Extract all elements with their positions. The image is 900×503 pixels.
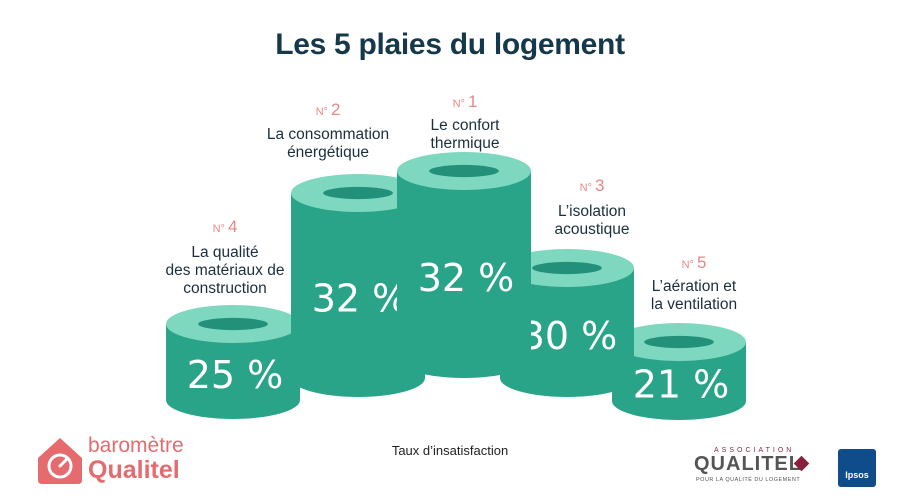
rank-label: N° 5 [682,253,707,272]
ipsos-label: Ipsos [845,470,869,480]
bar [612,342,746,420]
bar-hole [644,335,714,349]
rank-label: N° 4 [213,217,238,236]
rank-label: N° 3 [580,176,605,195]
bar-hole [323,186,393,200]
category-label: énergétique [287,144,369,161]
bar [397,171,531,378]
value-label: 21 % [633,363,730,407]
bar [166,324,300,419]
brand-line2: Qualitel [88,456,180,484]
association-main-text: QUALITEL [694,453,802,475]
category-label: thermique [431,135,500,152]
bar-group: 30 % [500,249,634,397]
rank-label: N° 2 [316,100,341,119]
value-label: 30 % [521,314,618,358]
bar [500,268,634,397]
bar-group: 32 % [291,174,425,397]
value-label: 32 % [312,277,409,321]
category-label: La qualité [191,244,258,261]
house-gauge-icon [38,438,82,484]
bar-group: 25 % [166,305,300,419]
bar-hole [198,317,268,331]
category-label: acoustique [555,221,630,238]
category-label: construction [183,280,267,297]
bar-group: 21 % [612,323,746,420]
category-label: Le confort [431,117,501,134]
category-label: L’isolation [558,203,626,220]
value-label: 25 % [187,353,284,397]
ipsos-logo: Ipsos [838,449,876,487]
chart-title: Les 5 plaies du logement [275,28,625,61]
association-qualitel-logo: ASSOCIATION QUALITEL POUR LA QUALITÉ DU … [690,447,820,487]
category-label: la ventilation [651,296,737,313]
brand-line1: baromètre [88,434,184,457]
axis-caption: Taux d’insatisfaction [391,443,509,458]
bar-hole [429,164,499,178]
category-label: L’aération et [652,278,737,295]
category-label: La consommation [267,126,389,143]
association-sub-text: POUR LA QUALITÉ DU LOGEMENT [696,477,801,483]
bar-group: 32 % [397,152,531,378]
bar [291,193,425,397]
bar-hole [532,261,602,275]
value-label: 32 % [418,256,515,300]
barometre-qualitel-logo: baromètre Qualitel [30,432,230,492]
association-top-text: ASSOCIATION [714,447,795,454]
category-label: des matériaux de [166,262,285,279]
rank-label: N° 1 [453,92,478,111]
